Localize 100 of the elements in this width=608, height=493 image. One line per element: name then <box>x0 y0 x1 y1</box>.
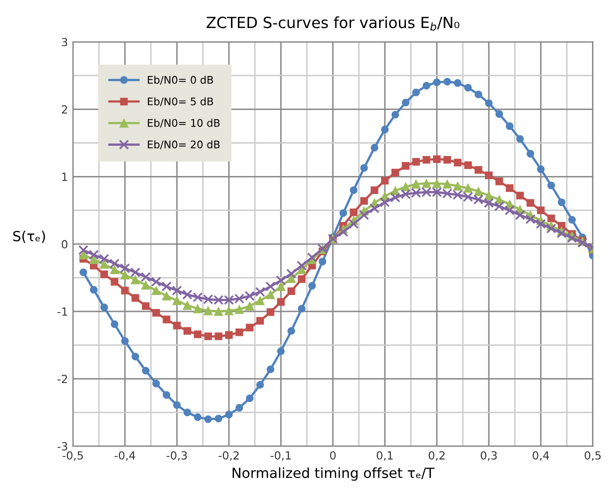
x-tick-label: -0,5 <box>62 451 83 461</box>
y-tick-label: -1 <box>58 308 68 316</box>
y-axis-title: S(τₑ) <box>13 230 45 243</box>
point <box>184 408 192 416</box>
point <box>245 302 254 311</box>
point <box>474 186 483 196</box>
point <box>255 286 266 297</box>
point <box>100 260 109 269</box>
point <box>422 178 431 188</box>
point <box>172 286 182 296</box>
point <box>536 165 545 174</box>
point <box>412 180 421 189</box>
point <box>90 286 98 294</box>
x-tick-label: 0,2 <box>428 451 445 461</box>
point <box>422 156 430 164</box>
y-tick-label: 1 <box>62 172 68 181</box>
point <box>140 272 151 282</box>
point <box>484 198 494 208</box>
point <box>132 294 140 302</box>
point <box>443 78 452 86</box>
point <box>339 209 348 217</box>
point <box>412 158 420 166</box>
point <box>516 135 524 143</box>
point <box>454 158 462 166</box>
point <box>391 168 400 176</box>
point <box>80 268 88 276</box>
point <box>381 126 389 134</box>
point <box>182 300 192 310</box>
y-tick-label: 0 <box>62 240 68 248</box>
x-tick-label: -0,2 <box>218 451 239 461</box>
y-tick-label: 3 <box>62 38 68 46</box>
point <box>390 192 400 203</box>
point <box>556 228 567 238</box>
point <box>318 258 326 266</box>
point <box>194 330 202 338</box>
point <box>401 182 410 192</box>
legend-label: Eb/N0= 20 dB <box>148 140 220 150</box>
point <box>256 296 265 306</box>
point <box>506 122 514 130</box>
point <box>454 79 462 87</box>
x-tick-label: -0,1 <box>270 451 291 461</box>
point <box>235 328 244 336</box>
point <box>296 260 307 271</box>
point <box>256 381 264 389</box>
point <box>204 415 212 424</box>
point <box>172 296 182 306</box>
point <box>214 306 224 316</box>
point <box>567 232 578 243</box>
x-tick-label: 0 <box>330 451 336 460</box>
point <box>422 82 430 90</box>
point <box>526 199 534 207</box>
x-tick-label: 0,1 <box>376 451 393 461</box>
point <box>100 304 108 312</box>
point <box>464 84 472 92</box>
point <box>277 347 285 355</box>
chart-title: ZCTED S-curves for various E$_{b}$/N₀ <box>206 16 460 31</box>
point <box>234 304 244 314</box>
point <box>89 255 98 264</box>
point <box>224 306 234 316</box>
y-tick-label: -2 <box>58 374 67 384</box>
point <box>78 245 88 256</box>
point <box>152 380 160 388</box>
point <box>484 191 494 200</box>
point <box>173 401 181 409</box>
point <box>525 214 536 224</box>
point <box>246 394 254 402</box>
x-tick-label: 0,4 <box>532 451 550 461</box>
point <box>412 88 420 96</box>
point <box>381 176 389 185</box>
point <box>204 306 213 316</box>
point <box>151 276 162 287</box>
point <box>246 324 254 332</box>
point <box>360 197 368 205</box>
point <box>121 337 129 345</box>
point <box>432 178 442 188</box>
point <box>464 161 472 170</box>
point <box>110 320 118 328</box>
point <box>162 291 172 300</box>
point <box>464 184 473 193</box>
point <box>286 268 296 279</box>
point <box>152 286 161 296</box>
point <box>506 184 514 192</box>
point <box>369 203 380 214</box>
point <box>287 287 296 296</box>
point <box>433 78 441 86</box>
legend-label: Eb/N0= 0 dB <box>148 76 213 85</box>
point <box>380 197 390 208</box>
point <box>516 192 524 200</box>
point <box>120 270 130 280</box>
point <box>485 171 493 180</box>
x-axis-title: Normalized timing offset τₑ/T <box>232 467 434 481</box>
point <box>443 156 452 164</box>
point <box>130 275 140 284</box>
point <box>235 404 244 412</box>
point <box>515 210 526 220</box>
point <box>526 150 534 158</box>
point <box>214 414 222 422</box>
point <box>298 304 306 313</box>
point <box>474 166 482 174</box>
point <box>194 413 202 422</box>
